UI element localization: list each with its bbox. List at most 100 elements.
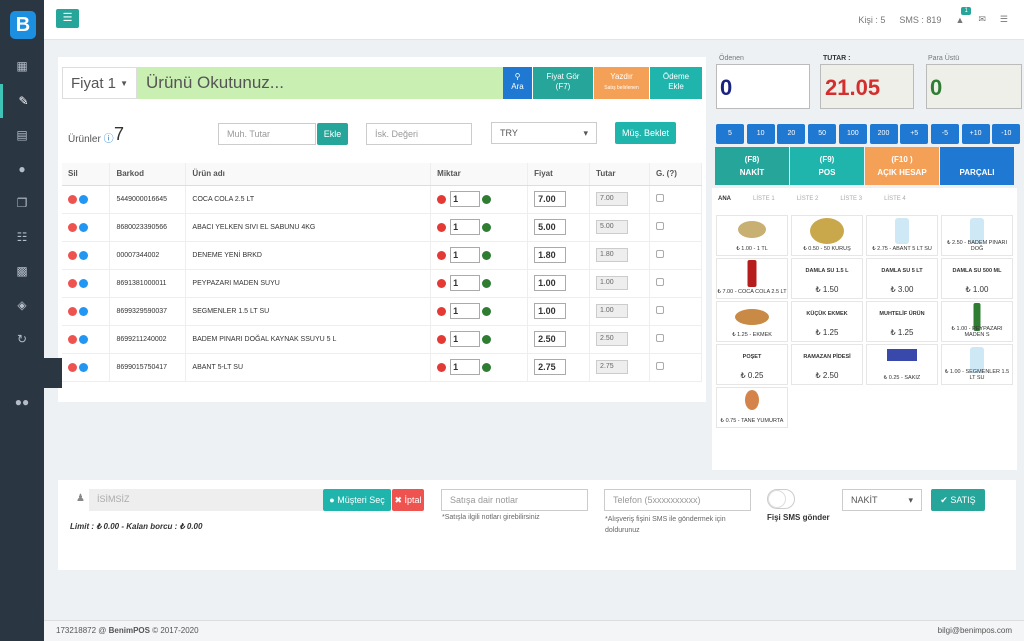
add-payment-button[interactable]: Ödeme Ekle: [650, 67, 702, 99]
notes-input[interactable]: Satışa dair notlar: [441, 489, 588, 511]
denomination-button[interactable]: +5: [900, 124, 929, 144]
product-tile[interactable]: RAMAZAN PİDESİ ₺ 2.50: [791, 344, 863, 385]
search-button[interactable]: ⚲ Ara: [503, 67, 532, 99]
delete-icon[interactable]: [68, 306, 77, 316]
quantity-input[interactable]: 1: [450, 275, 481, 291]
sms-toggle[interactable]: [767, 489, 795, 509]
gift-checkbox[interactable]: [656, 194, 665, 202]
product-list-tab[interactable]: LİSTE 3: [840, 196, 863, 202]
product-tile[interactable]: ₺ 1.00 - SEGMENLER 1.5 LT SU: [941, 344, 1013, 385]
increase-icon[interactable]: [482, 306, 492, 316]
quantity-input[interactable]: 1: [450, 219, 481, 235]
denomination-button[interactable]: 50: [808, 124, 837, 144]
info-icon[interactable]: [79, 334, 88, 344]
quantity-input[interactable]: 1: [450, 247, 481, 263]
increase-icon[interactable]: [482, 222, 492, 232]
reports-chart-icon[interactable]: ▤: [16, 128, 28, 142]
product-tile[interactable]: ₺ 0.75 - TANE YUMURTA: [716, 387, 788, 428]
add-amount-button[interactable]: Ekle: [317, 123, 348, 145]
hold-customer-button[interactable]: Müş. Beklet: [615, 122, 676, 144]
copy-icon[interactable]: ❐: [16, 196, 28, 210]
decrease-icon[interactable]: [437, 250, 447, 260]
info-icon[interactable]: [79, 306, 88, 316]
product-tile[interactable]: KÜÇÜK EKMEK ₺ 1.25: [791, 301, 863, 342]
customer-name-input[interactable]: İSİMSİZ: [89, 489, 323, 511]
menu-toggle-button[interactable]: ☰: [56, 9, 79, 28]
product-tile[interactable]: ₺ 0.25 - SAKIZ: [866, 344, 938, 385]
info-icon[interactable]: [79, 222, 88, 232]
person-icon[interactable]: ●: [18, 162, 26, 176]
list-icon[interactable]: ☰: [999, 14, 1008, 24]
product-list-tab[interactable]: LİSTE 2: [796, 196, 819, 202]
payment-method-button[interactable]: (F8) NAKİT: [715, 147, 789, 185]
product-tile[interactable]: POŞET ₺ 0.25: [716, 344, 788, 385]
quantity-input[interactable]: 1: [450, 303, 481, 319]
product-tile[interactable]: ₺ 7.00 - COCA COLA 2.5 LT: [716, 258, 788, 299]
increase-icon[interactable]: [482, 334, 492, 344]
cubes-icon[interactable]: ◈: [17, 298, 27, 312]
dashboard-icon[interactable]: ▦: [16, 59, 28, 73]
increase-icon[interactable]: [482, 250, 492, 260]
info-icon[interactable]: [79, 250, 88, 260]
delete-icon[interactable]: [68, 362, 77, 372]
denomination-button[interactable]: 10: [746, 124, 775, 144]
denomination-button[interactable]: +10: [961, 124, 990, 144]
gift-checkbox[interactable]: [656, 306, 665, 314]
delete-icon[interactable]: [68, 250, 77, 260]
cancel-button[interactable]: ✖ İptal: [392, 489, 424, 511]
phone-input[interactable]: Telefon (5xxxxxxxxxx): [604, 489, 751, 511]
quantity-input[interactable]: 1: [450, 191, 481, 207]
payment-method-button[interactable]: (F9) POS: [790, 147, 864, 185]
price-input[interactable]: 2.50: [534, 331, 567, 347]
denomination-button[interactable]: 200: [869, 124, 898, 144]
discount-input[interactable]: İsk. Değeri: [366, 123, 472, 145]
price-input[interactable]: 1.80: [534, 247, 567, 263]
increase-icon[interactable]: [482, 362, 492, 372]
increase-icon[interactable]: [482, 194, 492, 204]
decrease-icon[interactable]: [437, 362, 447, 372]
refresh-icon[interactable]: ↻: [16, 332, 28, 346]
delete-icon[interactable]: [68, 334, 77, 344]
product-list-tab[interactable]: LİSTE 1: [753, 196, 775, 202]
footer-email[interactable]: bilgi@benimpos.com: [937, 626, 1012, 635]
complete-sale-button[interactable]: ✔ SATIŞ YAP: [931, 489, 985, 527]
info-icon[interactable]: [79, 278, 88, 288]
product-tile[interactable]: ₺ 1.00 - 1 TL: [716, 215, 788, 256]
currency-select[interactable]: TRY ▾: [491, 122, 597, 144]
product-tile[interactable]: ₺ 0.50 - 50 KURUŞ: [791, 215, 863, 256]
payment-type-select[interactable]: NAKİT ▾: [842, 489, 922, 511]
users-icon[interactable]: ●●: [14, 395, 30, 409]
payment-method-button[interactable]: (F10 ) AÇIK HESAP: [865, 147, 939, 185]
gift-checkbox[interactable]: [656, 250, 665, 258]
product-tile[interactable]: ₺ 1.00 - PEYPAZARI MADEN S: [941, 301, 1013, 342]
product-tile[interactable]: DAMLA SU 500 ML ₺ 1.00: [941, 258, 1013, 299]
denomination-button[interactable]: 5: [716, 124, 744, 144]
barcode-input[interactable]: Ürünü Okutunuz...: [137, 67, 503, 99]
gift-checkbox[interactable]: [656, 362, 665, 370]
payment-method-button[interactable]: PARÇALI: [940, 147, 1014, 185]
price-level-select[interactable]: Fiyat 1 ▼: [62, 67, 137, 99]
mail-icon[interactable]: ✉: [978, 14, 986, 24]
delete-icon[interactable]: [68, 278, 77, 288]
decrease-icon[interactable]: [437, 194, 447, 204]
denomination-button[interactable]: -10: [992, 124, 1021, 144]
denomination-button[interactable]: 20: [777, 124, 806, 144]
product-list-tab[interactable]: LİSTE 4: [884, 196, 906, 202]
price-input[interactable]: 5.00: [534, 219, 567, 235]
decrease-icon[interactable]: [437, 222, 447, 232]
gift-checkbox[interactable]: [656, 334, 665, 342]
product-tile[interactable]: ₺ 1.25 - EKMEK: [716, 301, 788, 342]
info-icon[interactable]: [79, 362, 88, 372]
logo[interactable]: B: [10, 11, 36, 39]
decrease-icon[interactable]: [437, 306, 447, 316]
gift-checkbox[interactable]: [656, 278, 665, 286]
price-input[interactable]: 7.00: [534, 191, 567, 207]
sales-edit-icon[interactable]: ✎: [0, 84, 44, 118]
select-customer-button[interactable]: ● Müşteri Seç: [323, 489, 391, 511]
decrease-icon[interactable]: [437, 334, 447, 344]
denomination-button[interactable]: 100: [838, 124, 867, 144]
delete-icon[interactable]: [68, 194, 77, 204]
quantity-input[interactable]: 1: [450, 359, 481, 375]
price-view-button[interactable]: Fiyat Gör (F7): [533, 67, 593, 99]
price-input[interactable]: 1.00: [534, 303, 567, 319]
